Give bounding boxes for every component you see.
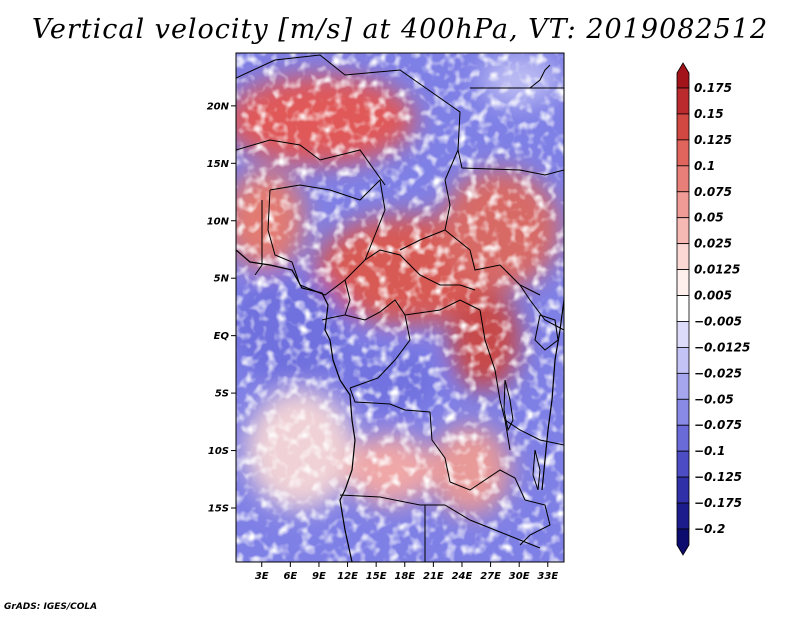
border-south-sudan (444, 229, 541, 296)
colorbar-swatch (676, 243, 690, 270)
colorbar-swatch (676, 450, 690, 478)
colorbar-swatch (676, 62, 690, 89)
border-angola-south (339, 494, 445, 506)
grads-credit: GrADS: IGES/COLA (4, 602, 98, 612)
colorbar-swatch (676, 424, 690, 452)
colorbar-swatch (676, 217, 690, 245)
border-niger-south (236, 139, 386, 186)
map-frame (235, 52, 565, 563)
colorbar-swatch (676, 269, 690, 296)
border-algeria-niger (236, 54, 346, 79)
colorbar-label: −0.2 (694, 522, 725, 536)
colorbar-label: 0.025 (694, 237, 732, 251)
colorbar-swatch (676, 165, 690, 193)
border-botswana (444, 504, 541, 549)
colorbar-swatch (676, 347, 690, 374)
x-tick-label: 9E (312, 571, 326, 582)
y-tick-label: 15N (207, 159, 230, 170)
colorbar-label: 0.075 (694, 185, 732, 199)
border-libya (344, 69, 463, 169)
border-mozambique (519, 499, 551, 546)
colorbar-label: 0.005 (694, 289, 732, 303)
colorbar-swatch (676, 398, 690, 426)
colorbar-swatch (676, 372, 690, 400)
x-axis: 3E 6E 9E 12E 15E 18E 21E 24E 27E 30E 33E (255, 562, 558, 582)
y-tick-label: 15S (208, 503, 229, 514)
colorbar-label: −0.0125 (694, 340, 750, 354)
colorbar-label: 0.1 (694, 159, 715, 173)
border-zambia (449, 469, 526, 501)
y-tick-label: 5N (214, 274, 230, 285)
colorbar-label: 0.0125 (694, 263, 740, 277)
colorbar-label: −0.125 (694, 470, 742, 484)
y-tick-label: EQ (214, 331, 230, 342)
border-car (364, 249, 476, 291)
x-tick-label: 30E (509, 571, 530, 582)
border-chad-east (399, 149, 459, 251)
border-angola-east (429, 411, 451, 483)
coastline-west-africa (236, 249, 356, 562)
x-tick-label: 24E (452, 571, 473, 582)
colorbar-swatch (676, 87, 690, 115)
colorbar-label: −0.1 (694, 444, 725, 458)
lake-malawi (532, 449, 541, 491)
x-tick-label: 21E (423, 571, 444, 582)
border-benin-togo (254, 200, 263, 276)
x-tick-label: 3E (255, 571, 269, 582)
x-tick-label: 6E (283, 571, 297, 582)
colorbar-swatch (676, 113, 690, 141)
colorbar-label: −0.005 (694, 314, 742, 328)
y-axis: 20N 15N 10N 5N EQ 5S 10S 15S (207, 101, 236, 514)
y-tick-label: 10S (208, 446, 229, 457)
colorbar-label: 0.175 (694, 81, 732, 95)
map-borders (236, 54, 564, 562)
colorbar-label: −0.175 (694, 496, 742, 510)
colorbar-swatch (676, 321, 690, 348)
x-tick-label: 15E (366, 571, 387, 582)
colorbar-swatch (676, 295, 690, 322)
colorbar-swatch (676, 476, 690, 504)
red-sea-coast (529, 64, 551, 89)
colorbar-label: −0.075 (694, 418, 742, 432)
border-tanzania (504, 419, 564, 446)
colorbar-swatch (676, 528, 690, 556)
colorbar: 0.175 0.15 0.125 0.1 0.075 0.05 0.025 0.0125 0.0… (676, 62, 750, 556)
colorbar-swatch (676, 191, 690, 219)
x-tick-label: 33E (537, 571, 558, 582)
border-sudan-east (461, 167, 564, 176)
colorbar-swatch (676, 502, 690, 530)
colorbar-label: 0.125 (694, 133, 732, 147)
border-angola-north (349, 387, 431, 413)
border-drc-east (479, 309, 511, 451)
lake-tanganyika (503, 379, 514, 432)
chart-title: Vertical velocity [m/s] at 400hPa, VT: 2… (31, 14, 769, 45)
colorbar-label: 0.05 (694, 211, 724, 225)
x-tick-label: 12E (337, 571, 358, 582)
lake-victoria (534, 314, 559, 351)
x-tick-label: 18E (394, 571, 415, 582)
coastline-east-africa (541, 299, 564, 491)
colorbar-label: 0.15 (694, 107, 724, 121)
colorbar-swatch (676, 139, 690, 167)
x-tick-label: 27E (480, 571, 501, 582)
y-tick-label: 20N (207, 101, 230, 112)
y-tick-label: 5S (215, 389, 229, 400)
colorbar-label: −0.05 (694, 392, 734, 406)
colorbar-label: −0.025 (694, 366, 742, 380)
border-drc-north (404, 299, 481, 316)
border-uganda-kenya (519, 284, 564, 331)
y-tick-label: 10N (207, 216, 230, 227)
map-field (236, 53, 564, 562)
